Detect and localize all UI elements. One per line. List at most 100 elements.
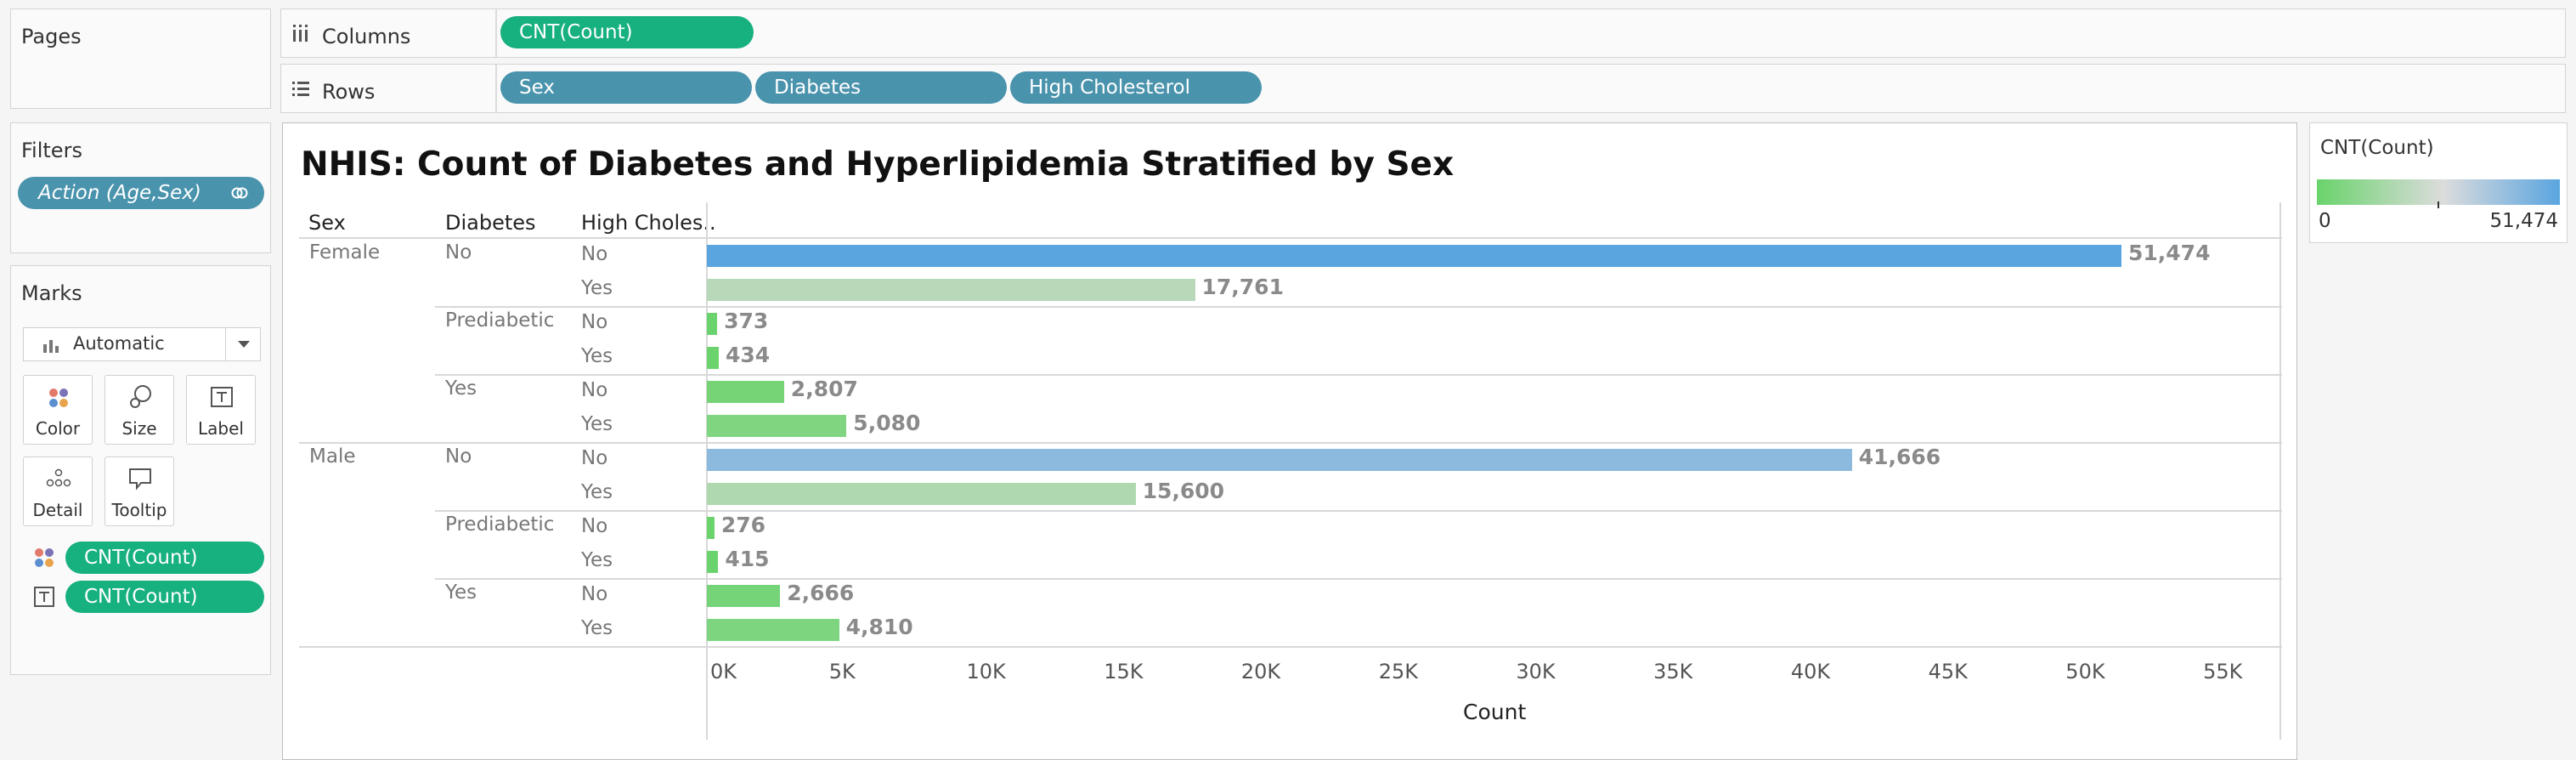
x-tick-label: 55K [2203,660,2243,683]
legend-title: CNT(Count) [2320,137,2434,159]
row-label-high-cholesterol: No [581,379,608,401]
group-divider [435,510,2282,512]
size-card[interactable]: Size [105,375,174,445]
filter-pill-label: Action (Age,Sex) [38,182,201,204]
pages-panel[interactable]: Pages [10,9,271,109]
bar-value-label: 373 [724,309,769,333]
tooltip-card-label: Tooltip [111,500,167,520]
label-card-label: Label [198,418,244,439]
dropdown-divider [225,328,226,360]
row-label-sex: Female [309,241,381,264]
x-tick-label: 10K [966,660,1006,683]
bar-value-label: 2,666 [787,581,855,605]
size-card-label: Size [121,418,157,439]
detail-card-label: Detail [32,500,83,520]
marks-panel[interactable]: Marks Automatic Color Size Label [10,265,271,675]
color-encoding-pill[interactable]: CNT(Count) [65,542,264,574]
bar [707,449,1852,471]
columns-icon [293,25,308,42]
view-title: NHIS: Count of Diabetes and Hyperlipidem… [301,145,1455,184]
chevron-down-icon [238,341,250,348]
bar [707,347,719,369]
x-tick-label: 30K [1516,660,1556,683]
rows-pill-diabetes[interactable]: Diabetes [755,71,1007,104]
row-label-diabetes: Yes [445,377,477,400]
row-label-high-cholesterol: No [581,311,608,333]
bar [707,279,1195,301]
bar-value-label: 51,474 [2128,241,2211,265]
rows-shelf-label: Rows [322,80,376,104]
row-label-high-cholesterol: No [581,447,608,469]
row-label-diabetes: Prediabetic [445,513,555,536]
bar [707,619,839,641]
label-encoding-pill[interactable]: CNT(Count) [65,581,264,613]
color-dots-icon [35,548,54,567]
axis-line [706,202,708,740]
x-tick-label: 15K [1104,660,1144,683]
color-card-label: Color [35,418,81,439]
header-sex: Sex [308,211,346,235]
bar-chart-icon [43,340,59,353]
bar [707,313,718,335]
pages-panel-title: Pages [21,25,82,48]
x-tick-label: 25K [1378,660,1418,683]
bar-value-label: 4,810 [845,615,913,639]
bar-value-label: 2,807 [790,377,858,401]
group-divider [299,442,2282,444]
row-label-high-cholesterol: Yes [581,345,613,367]
rows-pill-sex[interactable]: Sex [500,71,752,104]
x-tick-label: 35K [1653,660,1693,683]
x-tick-label: 45K [1928,660,1968,683]
filters-panel[interactable]: Filters Action (Age,Sex) [10,122,271,253]
x-tick-label: 5K [828,660,856,683]
row-label-high-cholesterol: No [581,583,608,605]
row-label-high-cholesterol: Yes [581,277,613,299]
row-label-high-cholesterol: Yes [581,481,613,503]
bar-value-label: 5,080 [853,411,921,435]
x-tick-label: 50K [2065,660,2105,683]
bar [707,381,784,403]
row-label-high-cholesterol: Yes [581,617,613,639]
row-label-sex: Male [309,445,356,468]
bar-value-label: 15,600 [1142,479,1225,503]
mark-type-value: Automatic [73,333,165,354]
filters-panel-title: Filters [21,139,82,162]
rows-pill-high-cholesterol[interactable]: High Cholesterol [1010,71,1262,104]
rows-shelf[interactable]: Rows Sex Diabetes High Cholesterol [280,64,2566,113]
x-tick-label: 40K [1790,660,1831,683]
legend-min: 0 [2319,210,2331,232]
legend-marker [2438,201,2439,208]
legend-max: 51,474 [2489,210,2558,232]
bar [707,517,715,539]
row-label-diabetes: Prediabetic [445,309,555,332]
row-label-high-cholesterol: No [581,243,608,265]
filter-pill-action-age-sex[interactable]: Action (Age,Sex) [18,177,264,209]
color-legend[interactable]: CNT(Count) 0 51,474 [2309,122,2568,243]
row-label-high-cholesterol: No [581,515,608,537]
viz-view[interactable] [282,122,2297,760]
tooltip-card[interactable]: Tooltip [105,457,174,526]
columns-pill-cnt-count[interactable]: CNT(Count) [500,16,754,48]
label-card[interactable]: Label [186,375,256,445]
bar [707,245,2121,267]
group-divider [435,578,2282,580]
columns-shelf-label: Columns [322,25,411,48]
legend-gradient [2317,179,2560,205]
header-diabetes: Diabetes [445,211,536,235]
bar [707,483,1136,505]
text-label-icon [34,587,54,607]
bar-value-label: 17,761 [1201,275,1284,299]
size-circles-icon [130,385,151,408]
mark-type-dropdown[interactable]: Automatic [23,327,261,361]
row-label-diabetes: Yes [445,581,477,604]
columns-shelf[interactable]: Columns CNT(Count) [280,9,2566,58]
bar [707,415,847,437]
bar-value-label: 415 [725,547,770,571]
group-divider [435,306,2282,308]
row-label-high-cholesterol: Yes [581,413,613,435]
detail-card[interactable]: Detail [23,457,93,526]
x-axis-title: Count [1463,700,1527,724]
bar-value-label: 41,666 [1858,445,1941,469]
color-card[interactable]: Color [23,375,93,445]
header-rule [299,237,2282,239]
